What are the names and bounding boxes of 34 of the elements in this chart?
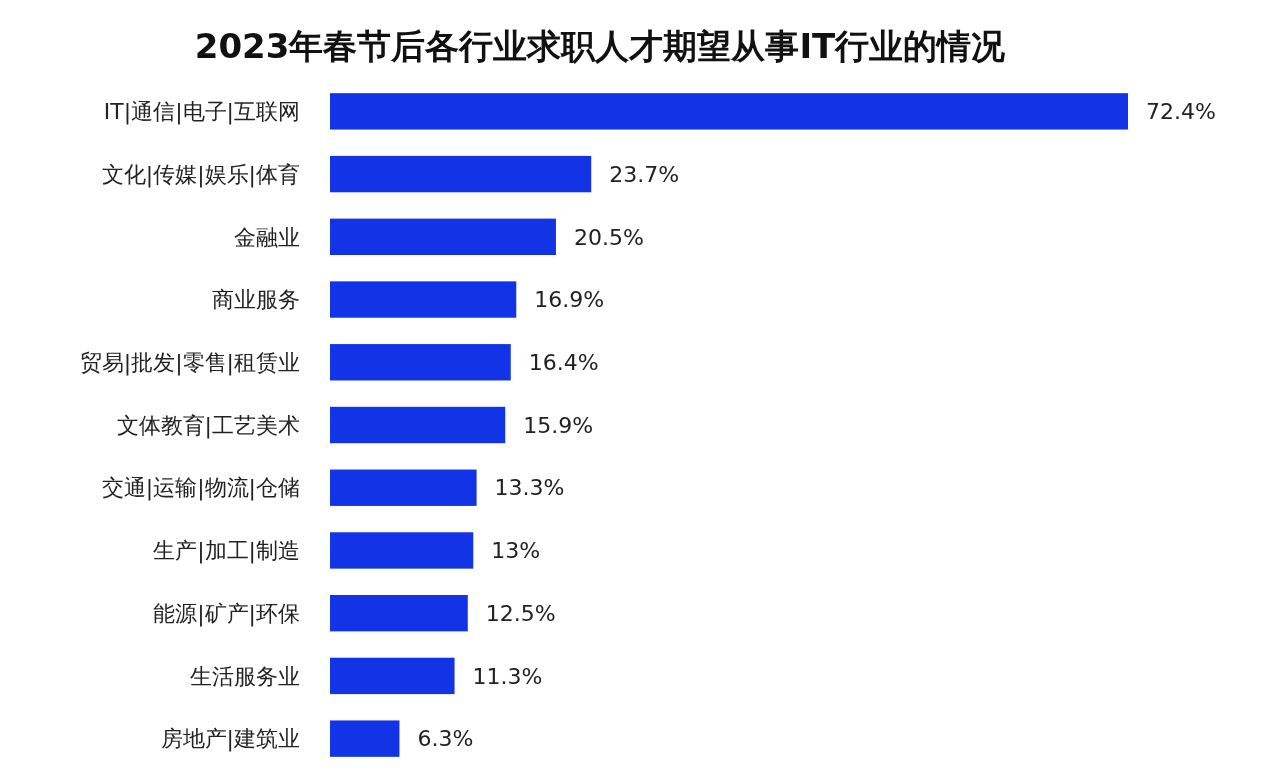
y-tick-label: 房地产|建筑业 <box>160 726 300 753</box>
y-tick-label: 文化|传媒|娱乐|体育 <box>101 161 300 188</box>
y-tick-label: 生活服务业 <box>190 663 300 689</box>
data-label: 15.9% <box>523 412 594 438</box>
bar <box>330 218 556 256</box>
data-label: 13% <box>491 538 541 564</box>
y-tick-label: 金融业 <box>234 224 300 250</box>
bar <box>330 281 517 318</box>
bar <box>330 532 474 569</box>
y-tick-label: IT|通信|电子|互联网 <box>103 99 300 126</box>
bar <box>330 93 1128 130</box>
bar <box>330 344 511 381</box>
bar <box>330 594 468 632</box>
y-tick-label: 贸易|批发|零售|租赁业 <box>79 349 300 376</box>
data-label: 11.3% <box>472 663 543 689</box>
data-label: 16.4% <box>528 349 599 375</box>
data-label: 23.7% <box>609 161 680 187</box>
data-label: 13.3% <box>494 475 565 501</box>
bar <box>330 657 455 695</box>
data-label: 72.4% <box>1146 99 1216 125</box>
y-tick-label: 交通|运输|物流|仓储 <box>101 475 300 502</box>
chart-title: 2023年春节后各行业求职人才期望从事IT行业的情况 <box>194 26 1007 66</box>
data-label: 20.5% <box>573 224 644 250</box>
y-tick-label: 商业服务 <box>212 287 300 313</box>
bar <box>330 155 592 193</box>
bar <box>330 469 477 506</box>
y-tick-label: 能源|矿产|环保 <box>153 600 300 627</box>
bar <box>330 406 506 444</box>
y-tick-label: 文体教育|工艺美术 <box>116 412 300 439</box>
bar <box>330 720 400 757</box>
data-label: 6.3% <box>417 726 474 752</box>
y-tick-label: 生产|加工|制造 <box>153 538 300 565</box>
data-label: 16.9% <box>534 287 605 313</box>
data-label: 12.5% <box>485 600 556 626</box>
